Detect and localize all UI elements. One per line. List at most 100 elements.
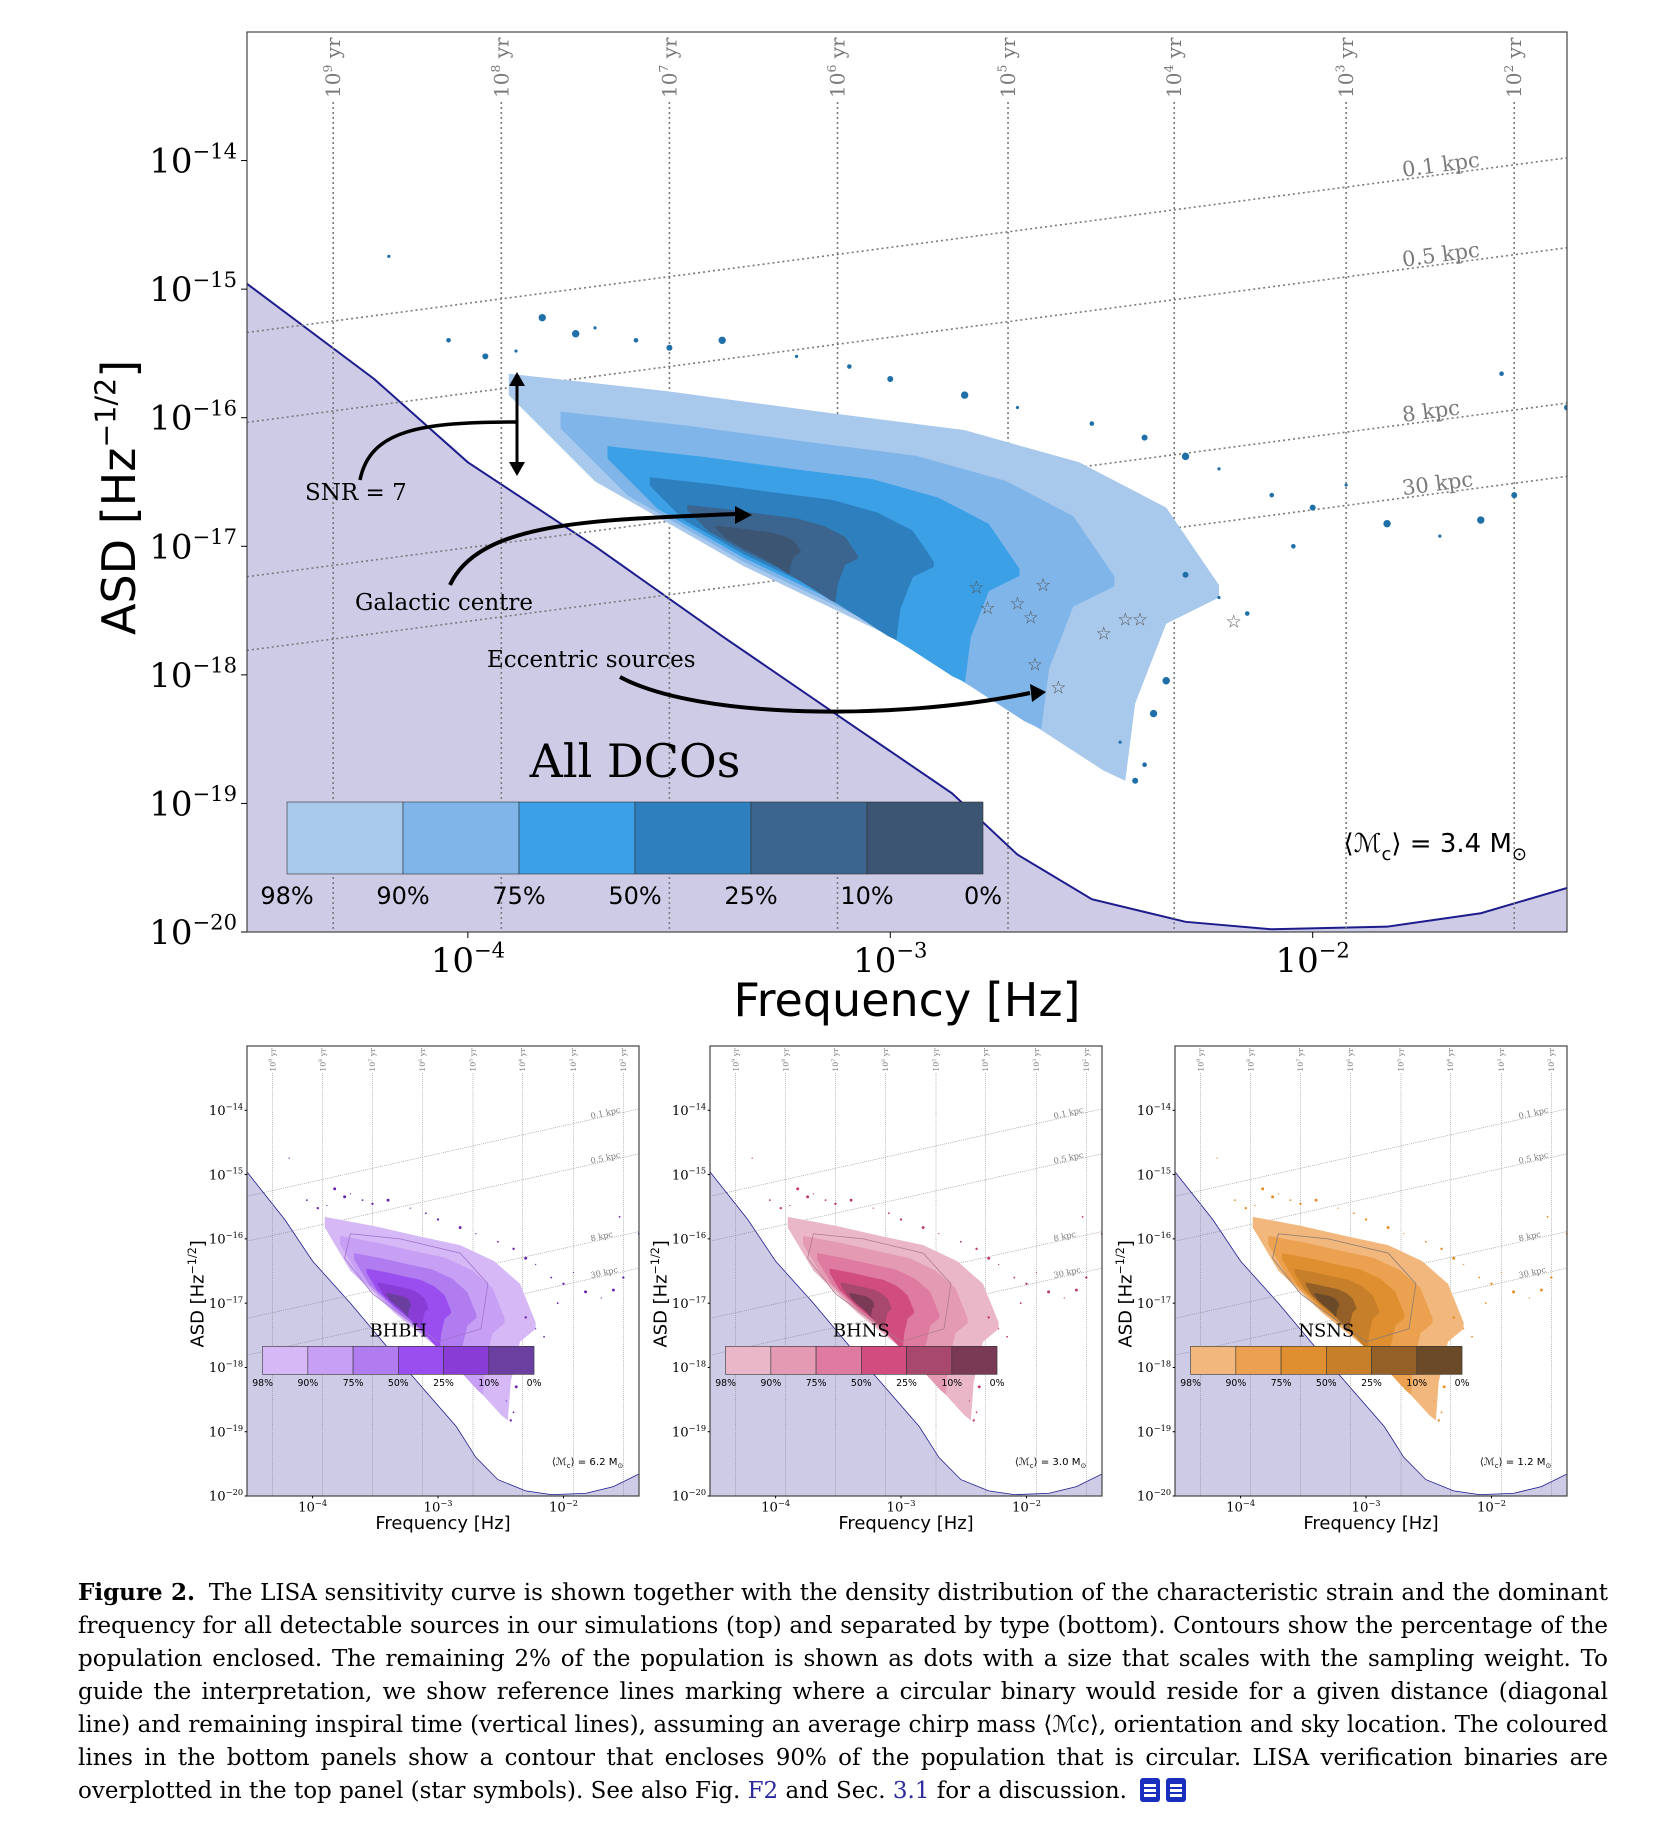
data-point [556,1302,559,1305]
lifetime-label: 109 yr [268,1048,277,1072]
data-point [1309,504,1316,511]
distance-line [1175,1108,1567,1197]
data-point [514,349,518,353]
lisa-sensitivity-curve [710,1171,1102,1496]
mean-chirp-mass: ⟨ℳc⟩ = 1.2 M⊙ [1480,1457,1551,1470]
data-point [938,1233,940,1235]
data-point [789,1204,791,1207]
colorbar-swatch [1326,1346,1372,1375]
data-point [524,1256,528,1260]
data-point [584,1290,588,1294]
colorbar-label: 10% [941,1378,962,1389]
colorbar-swatch [1371,1346,1418,1375]
galactic-centre-arrow [448,512,736,586]
data-point [1433,1400,1435,1402]
x-axis-label: Frequency [Hz] [838,1513,973,1534]
y-tick-label: 10−20 [1137,1487,1171,1505]
colorbar-swatch [815,1346,862,1375]
data-point [959,1240,962,1243]
verification-binary: ☆ [1050,677,1066,698]
data-point [794,354,799,358]
colorbar-label: 25% [896,1378,917,1389]
mean-chirp-mass: ⟨ℳc⟩ = 3.0 M⊙ [1015,1457,1086,1470]
distance-line [247,1153,639,1242]
colorbar-label: 98% [715,1378,736,1389]
caption-text-end: for a discussion. [929,1778,1127,1804]
y-tick-label: 10−17 [672,1294,706,1312]
data-point [1500,1271,1503,1274]
panel-bhns: 109 yr 108 yr 107 yr 106 yr 105 yr 104 yr 103 … [649,1045,1103,1534]
data-point [316,1207,319,1210]
data-point [812,1193,814,1195]
data-point [972,1419,975,1422]
colorbar-label: 90% [760,1378,781,1389]
caption-ref-figure[interactable]: F2 [747,1778,779,1804]
lifetime-label: 103 yr [1032,1048,1041,1072]
data-point [1440,1247,1443,1250]
x-tick-label: 10−3 [887,1498,916,1516]
distance-label: 0.5 kpc [590,1149,622,1165]
data-point [562,1282,565,1285]
x-tick-label: 10−2 [1276,938,1350,981]
distance-line [1175,1267,1567,1356]
distance-label: 0.1 kpc [590,1104,622,1120]
y-axis-label: ASD [Hz−1/2] [186,1240,209,1347]
colorbar-label: 0% [964,882,1002,910]
lifetime-label: 103 yr [1333,37,1358,98]
plot-frame [709,1045,1103,1497]
y-tick-label: 10−18 [1137,1359,1171,1377]
data-point [1047,1290,1051,1294]
colorbar-label: 0% [990,1378,1005,1389]
data-point [1440,1411,1443,1414]
data-point [633,338,639,343]
data-point [1254,1204,1256,1207]
snr-arrow-curve [358,420,518,481]
data-point [1477,516,1485,524]
lifetime-label: 109 yr [731,1048,740,1072]
lifetime-label: 106 yr [1346,1048,1355,1072]
data-point [1081,1215,1084,1218]
lifetime-label: 105 yr [995,37,1020,98]
notes-icon[interactable] [1166,1778,1187,1802]
y-tick-label: 10−18 [149,653,237,696]
plot-area [247,1073,639,1496]
colorbar-swatch [1190,1346,1237,1375]
y-tick-label: 10−20 [209,1487,243,1505]
lifetime-label: 107 yr [368,1048,377,1072]
annotation-galactic-centre: Galactic centre [355,590,533,616]
y-axis-label: ASD [Hz−1/2] [1114,1240,1137,1347]
verification-binary: ☆ [1226,612,1242,633]
data-point [343,1195,347,1199]
y-tick-label: 10−15 [1137,1166,1171,1184]
x-axis-label: Frequency [Hz] [734,973,1081,1027]
data-point [1217,595,1221,600]
x-tick-label: 10−4 [1226,1498,1255,1516]
annotation-snr: SNR = 7 [305,480,407,506]
distance-line [710,1153,1102,1242]
data-point [1277,1193,1279,1195]
colorbar-swatch [443,1346,490,1375]
caption-ref-section[interactable]: 3.1 [892,1778,930,1804]
colorbar-swatch [402,801,520,875]
x-axis-label: Frequency [Hz] [1303,1513,1438,1534]
distance-label: 30 kpc [1518,1264,1548,1280]
data-point [1149,709,1158,718]
colorbar-swatch [398,1346,444,1375]
lifetime-label: 102 yr [1547,1048,1556,1072]
colorbar-swatch [1235,1346,1282,1375]
data-point [538,313,546,322]
document-icon[interactable] [1140,1778,1161,1802]
data-point [1490,1282,1493,1285]
chart-title: BHBH [369,1321,427,1342]
plot-frame [246,1045,640,1497]
data-point [921,1226,925,1229]
data-point [1233,1199,1236,1202]
colorbar-label: 0% [527,1378,542,1389]
distance-label: 8 kpc [590,1229,615,1244]
lifetime-label: 105 yr [468,1048,477,1072]
chart-title: NSNS [1298,1321,1354,1342]
data-point [718,336,726,345]
y-tick-label: 10−15 [672,1166,706,1184]
x-tick-label: 10−3 [424,1498,453,1516]
y-tick-label: 10−16 [209,1230,243,1248]
